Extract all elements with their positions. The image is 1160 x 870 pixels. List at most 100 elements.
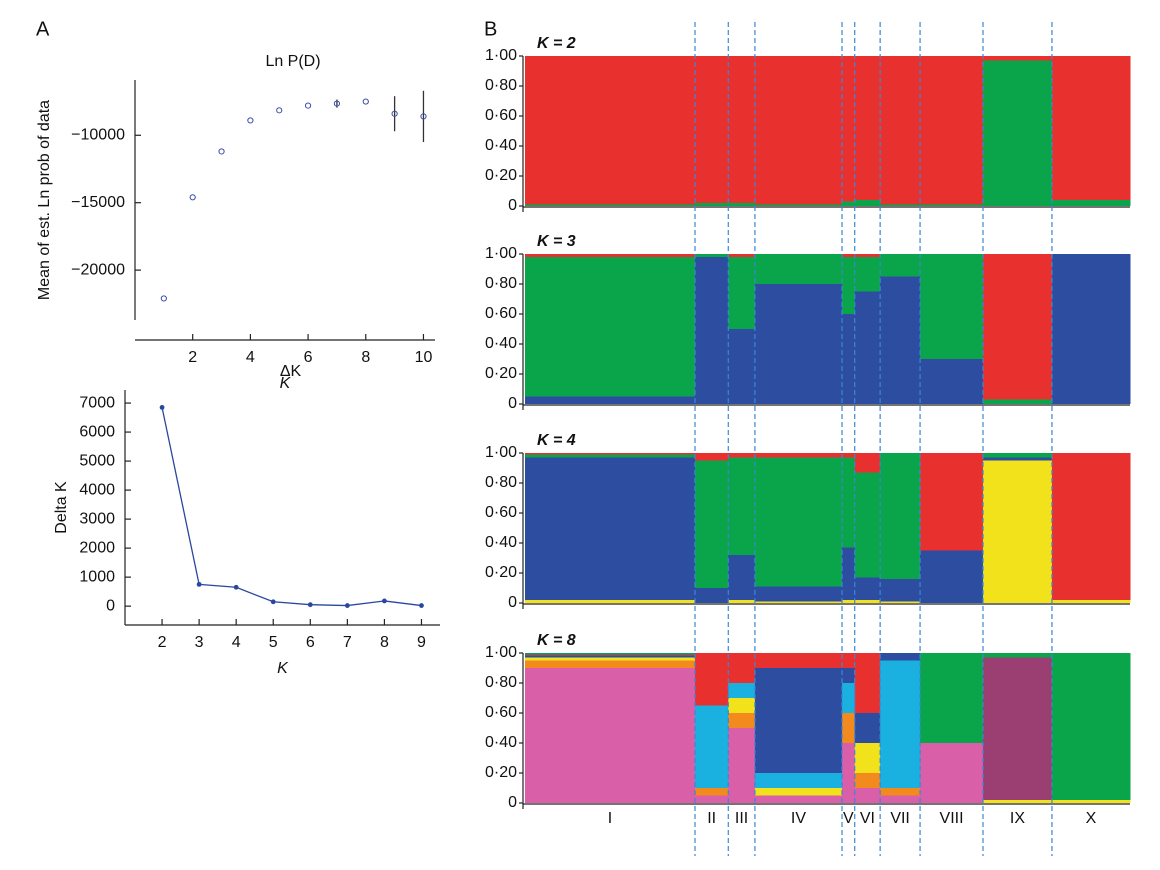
membership-bar	[842, 201, 856, 206]
membership-bar	[1051, 800, 1131, 803]
membership-bar	[525, 254, 696, 257]
membership-bar	[920, 550, 984, 603]
group-label: V	[843, 810, 854, 827]
y-tick-label: 0·40	[485, 534, 517, 551]
point	[344, 603, 350, 608]
membership-bar	[982, 453, 1053, 458]
membership-bar	[854, 743, 881, 773]
y-tick-label: 0·80	[485, 674, 517, 691]
membership-bar	[854, 200, 881, 206]
point	[382, 598, 387, 604]
panel-label: B	[484, 18, 497, 40]
membership-bar	[920, 359, 984, 404]
membership-bar	[982, 653, 1053, 658]
membership-bar	[1051, 453, 1131, 600]
group-label: III	[735, 810, 748, 827]
membership-bar	[728, 698, 756, 713]
membership-bar	[982, 56, 1053, 61]
y-tick-label: 0·40	[485, 335, 517, 352]
x-tick-label: 6	[304, 349, 313, 366]
y-tick-label: 0·60	[485, 704, 517, 721]
y-tick-label: 0	[508, 395, 517, 412]
membership-bar	[695, 460, 729, 588]
y-tick-label: −10000	[71, 126, 125, 143]
membership-bar	[728, 257, 756, 329]
membership-bar	[842, 600, 856, 603]
membership-bar	[695, 705, 729, 788]
membership-bar	[854, 472, 881, 578]
membership-bar	[525, 668, 696, 803]
y-tick-label: 1·00	[485, 444, 517, 461]
membership-bar	[842, 254, 856, 257]
membership-bar	[854, 453, 881, 473]
point	[218, 148, 225, 155]
membership-bar	[754, 795, 843, 803]
point	[159, 405, 165, 410]
membership-bar	[728, 457, 756, 555]
membership-bar	[728, 453, 756, 458]
membership-bar	[854, 291, 881, 404]
y-tick-label: 0·60	[485, 305, 517, 322]
membership-bar	[525, 56, 696, 205]
y-tick-label: 0·80	[485, 77, 517, 94]
y-tick-label: 0·20	[485, 167, 517, 184]
panel-title: K = 3	[537, 233, 576, 250]
group-label: VII	[890, 810, 910, 827]
membership-bar	[754, 788, 843, 796]
membership-bar	[880, 601, 921, 603]
y-tick-label: 0	[508, 594, 517, 611]
y-axis-label: Delta K	[53, 481, 70, 534]
x-tick-label: 7	[343, 634, 352, 651]
membership-bar	[920, 743, 984, 803]
membership-bar	[982, 457, 1053, 461]
y-tick-label: 0·80	[485, 275, 517, 292]
membership-bar	[982, 800, 1053, 803]
membership-bar	[920, 56, 984, 205]
point	[276, 107, 283, 114]
membership-bar	[754, 773, 843, 788]
chart-title: ΔK	[280, 363, 302, 380]
chart-title: Ln P(D)	[265, 53, 320, 70]
membership-bar	[880, 254, 921, 277]
group-label: IX	[1010, 810, 1025, 827]
membership-bar	[880, 788, 921, 796]
group-label: X	[1086, 810, 1097, 827]
membership-bar	[982, 460, 1053, 603]
y-tick-label: 0	[508, 197, 517, 214]
y-axis-label: Mean of est. Ln prob of data	[36, 100, 53, 300]
membership-bar	[754, 668, 843, 773]
membership-bar	[920, 653, 984, 743]
y-tick-label: 0·40	[485, 137, 517, 154]
x-tick-label: 10	[415, 349, 433, 366]
y-tick-label: 0	[106, 597, 115, 614]
point	[307, 602, 313, 608]
group-label: VIII	[940, 810, 964, 827]
membership-bar	[525, 657, 696, 661]
membership-bar	[880, 56, 921, 205]
y-tick-label: −20000	[71, 261, 125, 278]
membership-bar	[1051, 600, 1131, 603]
y-tick-label: −15000	[71, 194, 125, 211]
membership-bar	[854, 653, 881, 713]
group-label: VI	[860, 810, 875, 827]
point	[419, 603, 424, 608]
x-tick-label: 4	[232, 634, 241, 651]
panel-title: K = 2	[537, 35, 576, 52]
membership-bar	[880, 204, 921, 206]
y-tick-label: 3000	[79, 510, 115, 527]
y-tick-label: 0·20	[485, 365, 517, 382]
y-tick-label: 0·60	[485, 107, 517, 124]
membership-bar	[982, 60, 1053, 206]
membership-bar	[920, 254, 984, 359]
x-axis-label: K	[277, 660, 289, 677]
membership-bar	[754, 586, 843, 602]
membership-bar	[854, 773, 881, 788]
y-tick-label: 7000	[79, 394, 115, 411]
membership-bar	[754, 457, 843, 587]
x-tick-label: 5	[269, 634, 278, 651]
y-tick-label: 6000	[79, 423, 115, 440]
membership-bar	[728, 713, 756, 728]
y-tick-label: 5000	[79, 452, 115, 469]
membership-bar	[842, 314, 856, 404]
membership-bar	[728, 203, 756, 206]
